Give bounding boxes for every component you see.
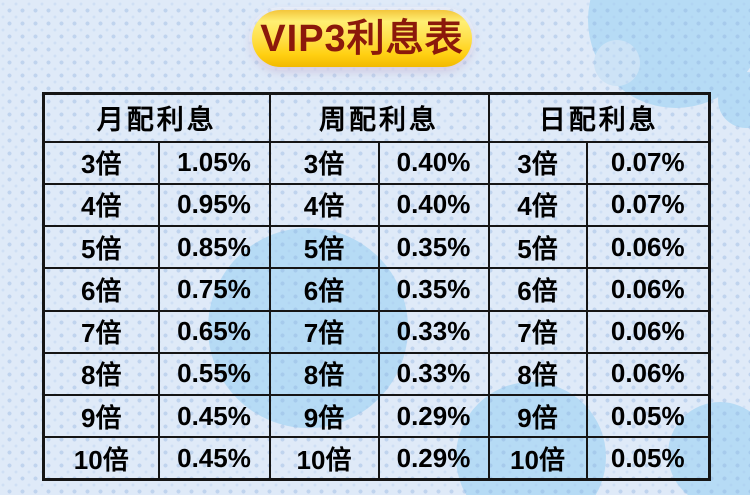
rate-cell: 0.45% [157,393,271,439]
table-row: 5倍 0.85% 5倍 0.35% 5倍 0.06% [42,224,711,270]
leverage-cell: 9倍 [268,393,380,439]
header-monthly-interest: 月配利息 [42,92,271,143]
leverage-cell: 4倍 [487,182,588,228]
table-row: 4倍 0.95% 4倍 0.40% 4倍 0.07% [42,182,711,228]
leverage-cell: 4倍 [42,182,160,228]
leverage-cell: 8倍 [42,351,160,397]
title-badge: VIP3利息表 [252,10,472,67]
leverage-cell: 5倍 [42,224,160,270]
header-weekly-interest: 周配利息 [268,92,490,143]
rate-cell: 0.75% [157,267,271,312]
rate-cell: 0.40% [377,140,490,185]
rate-cell: 0.65% [157,309,271,354]
leverage-cell: 7倍 [268,309,380,354]
rate-cell: 0.95% [157,182,271,228]
table-row: 7倍 0.65% 7倍 0.33% 7倍 0.06% [42,309,711,354]
leverage-cell: 7倍 [42,309,160,354]
rate-cell: 0.35% [377,224,490,270]
rate-cell: 0.06% [585,351,711,397]
table-row: 6倍 0.75% 6倍 0.35% 6倍 0.06% [42,267,711,312]
table-row: 8倍 0.55% 8倍 0.33% 8倍 0.06% [42,351,711,397]
table-row: 3倍 1.05% 3倍 0.40% 3倍 0.07% [42,140,711,185]
rate-cell: 0.35% [377,267,490,312]
leverage-cell: 3倍 [42,140,160,185]
rate-cell: 0.33% [377,351,490,397]
table-row: 10倍 0.45% 10倍 0.29% 10倍 0.05% [42,436,711,481]
leverage-cell: 4倍 [268,182,380,228]
rate-cell: 0.85% [157,224,271,270]
rate-cell: 0.05% [585,393,711,439]
table-row: 9倍 0.45% 9倍 0.29% 9倍 0.05% [42,393,711,439]
rate-cell: 0.06% [585,267,711,312]
leverage-cell: 5倍 [487,224,588,270]
table-header-row: 月配利息 周配利息 日配利息 [42,92,711,143]
rate-cell: 0.45% [157,436,271,481]
header-daily-interest: 日配利息 [487,92,711,143]
rate-cell: 0.33% [377,309,490,354]
rate-cell: 0.29% [377,393,490,439]
background-blob [594,40,640,86]
leverage-cell: 8倍 [268,351,380,397]
rate-cell: 0.07% [585,182,711,228]
rate-cell: 0.07% [585,140,711,185]
leverage-cell: 10倍 [42,436,160,481]
rate-cell: 1.05% [157,140,271,185]
leverage-cell: 6倍 [42,267,160,312]
rate-cell: 0.55% [157,351,271,397]
leverage-cell: 6倍 [487,267,588,312]
rate-cell: 0.06% [585,309,711,354]
rate-cell: 0.05% [585,436,711,481]
leverage-cell: 3倍 [268,140,380,185]
rate-cell: 0.40% [377,182,490,228]
interest-rate-table: 月配利息 周配利息 日配利息 3倍 1.05% 3倍 0.40% 3倍 0.07… [42,92,711,481]
leverage-cell: 5倍 [268,224,380,270]
leverage-cell: 8倍 [487,351,588,397]
leverage-cell: 3倍 [487,140,588,185]
leverage-cell: 6倍 [268,267,380,312]
leverage-cell: 9倍 [42,393,160,439]
rate-cell: 0.29% [377,436,490,481]
leverage-cell: 10倍 [268,436,380,481]
leverage-cell: 7倍 [487,309,588,354]
leverage-cell: 9倍 [487,393,588,439]
leverage-cell: 10倍 [487,436,588,481]
rate-cell: 0.06% [585,224,711,270]
page-title: VIP3利息表 [260,17,464,60]
